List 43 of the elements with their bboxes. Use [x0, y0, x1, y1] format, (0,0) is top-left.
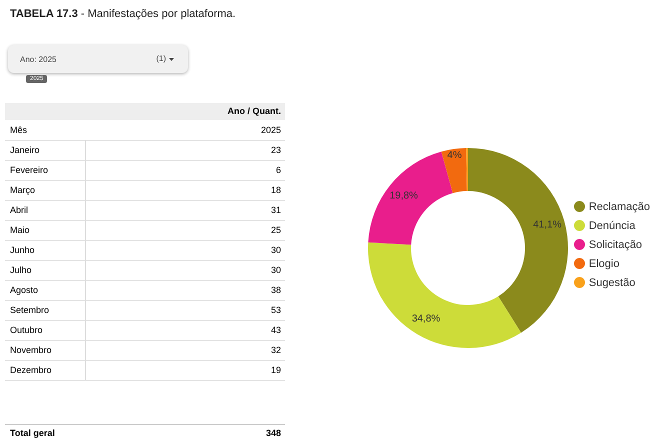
category-label: Junho	[10, 245, 35, 255]
data-label: 43	[270, 325, 281, 335]
category-label: Maio	[10, 225, 30, 235]
category-label: Dezembro	[10, 365, 52, 375]
donut-slice	[368, 242, 522, 348]
legend-label: Sugestão	[588, 276, 636, 288]
category-label: Agosto	[10, 285, 38, 295]
legend-label: Denúncia	[588, 220, 636, 232]
data-label: 19,8%	[390, 190, 418, 202]
legend-label: Reclamação	[588, 200, 650, 212]
text: Total geral	[10, 428, 55, 438]
category-label: Abril	[10, 205, 28, 215]
category-label: Janeiro	[10, 145, 40, 155]
data-label: 25	[270, 225, 281, 235]
data-label: 23	[270, 145, 281, 155]
data-label: 32	[270, 345, 281, 355]
data-label: 34,8%	[412, 314, 440, 325]
text: 2025	[260, 125, 281, 135]
legend-label: Solicitação	[588, 238, 642, 250]
category-label: Fevereiro	[10, 165, 48, 175]
text: Ano / Quant.	[228, 106, 281, 116]
data-label: 53	[270, 305, 281, 315]
legend-label: Elogio	[588, 258, 620, 270]
text: 348	[266, 428, 281, 438]
data-label: 6	[276, 165, 281, 175]
data-label: 4%	[447, 150, 462, 161]
text: TABELA 17.3 - Manifestações por plataforma.	[10, 8, 236, 20]
category-label: Setembro	[10, 305, 50, 315]
category-label: Novembro	[10, 345, 52, 355]
data-label: 41,1%	[533, 220, 562, 231]
data-label: 31	[270, 205, 281, 215]
data-label: 38	[270, 285, 281, 295]
data-label: 30	[270, 245, 281, 255]
data-label: 18	[270, 185, 281, 195]
text: Mês	[10, 125, 28, 135]
year-dropdown: Ano: 2025 (1)	[8, 45, 188, 73]
donut-slice	[468, 148, 568, 333]
data-label: 30	[270, 265, 281, 275]
donut-slice	[441, 148, 467, 194]
category-label: Julho	[10, 265, 32, 275]
category-label: Março	[10, 185, 36, 195]
data-label: 19	[270, 365, 281, 375]
category-label: Outubro	[10, 325, 43, 335]
